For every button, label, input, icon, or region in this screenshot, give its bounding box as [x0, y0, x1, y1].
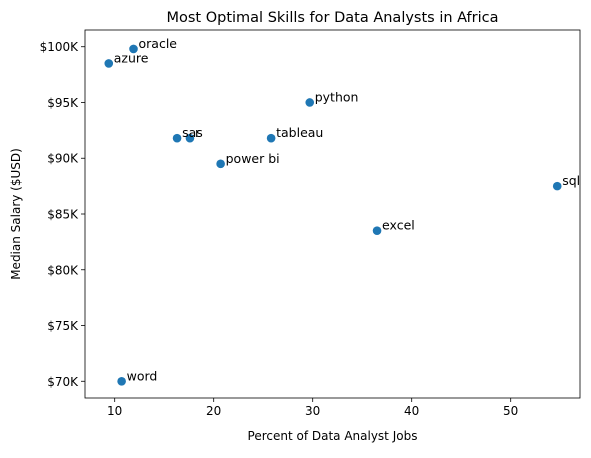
y-tick-label: $70K: [47, 375, 79, 389]
data-point-power-bi: [216, 159, 225, 169]
y-tick-label: $90K: [47, 152, 79, 166]
point-label: sas: [182, 125, 203, 140]
ticks-layer: 10 20 30 40 50 $70K $75K $80K $85K $90K $95K $100K: [40, 40, 519, 418]
data-point-sql: [552, 181, 562, 191]
data-point-excel: [372, 226, 382, 236]
x-axis-label: Percent of Data Analyst Jobs: [248, 429, 418, 443]
data-point-sas: [172, 133, 182, 143]
y-tick-label: $80K: [47, 263, 79, 277]
chart-title: Most Optimal Skills for Data Analysts in…: [166, 10, 498, 26]
x-tick-label: 40: [404, 404, 419, 418]
data-point-python: [305, 98, 315, 107]
point-label: r: [195, 125, 201, 140]
data-point-tableau: [266, 133, 276, 143]
point-label: word: [127, 368, 158, 383]
x-tick-label: 10: [107, 404, 122, 418]
x-tick-label: 20: [206, 404, 221, 418]
plot-area-frame: [84, 29, 581, 399]
point-label: azure: [114, 50, 149, 65]
data-point-word: [117, 376, 126, 386]
points-layer: [104, 44, 562, 386]
x-tick-label: 30: [305, 404, 320, 418]
y-axis-label: Median Salary ($USD): [9, 148, 23, 280]
y-tick-label: $100K: [40, 40, 80, 54]
data-point-r: [185, 133, 195, 143]
point-label: oracle: [139, 36, 178, 51]
point-label: sql: [562, 173, 580, 188]
y-tick-label: $75K: [47, 319, 79, 333]
point-label: excel: [382, 218, 415, 233]
point-label: power bi: [226, 151, 280, 166]
data-point-oracle: [129, 44, 138, 54]
data-point-azure: [104, 59, 114, 68]
point-label: python: [315, 89, 359, 104]
y-tick-label: $95K: [47, 96, 79, 110]
point-label: tableau: [276, 125, 323, 140]
y-tick-label: $85K: [47, 208, 79, 222]
x-tick-label: 50: [503, 404, 518, 418]
